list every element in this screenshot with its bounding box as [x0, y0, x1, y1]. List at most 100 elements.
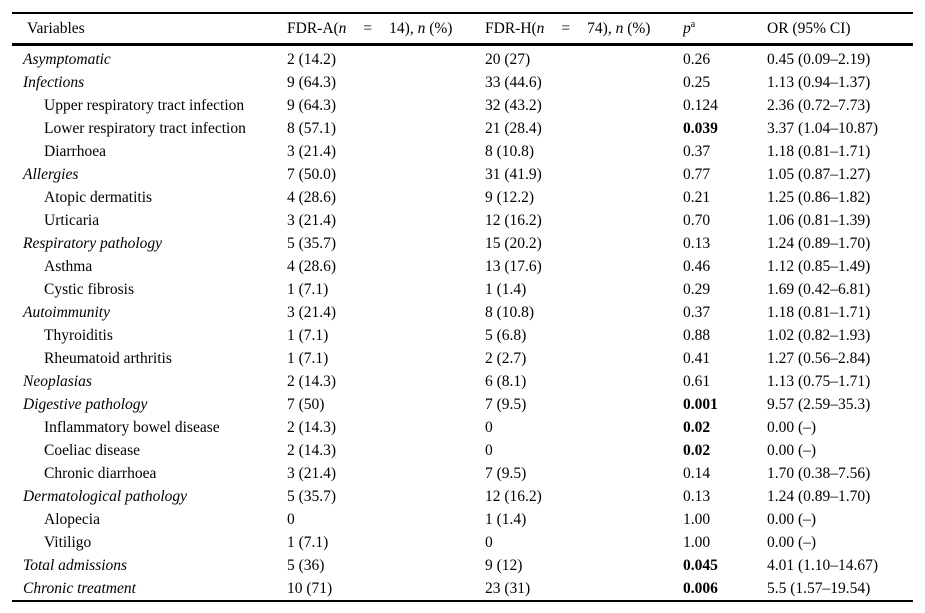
- variable-cell: Asthma: [44, 257, 93, 275]
- p-value-cell: 0.039: [683, 119, 718, 137]
- fdr-a-cell: 2 (14.3): [287, 372, 337, 390]
- equals-sign: =: [561, 19, 571, 37]
- table-row: Vitiligo 1 (7.1) 0 1.00 0.00 (–): [12, 531, 913, 554]
- p-value-cell: 0.29: [683, 280, 711, 298]
- fdr-a-cell: 3 (21.4): [287, 464, 337, 482]
- p-value-cell: 1.00: [683, 510, 711, 528]
- table-row: Thyroiditis 1 (7.1) 5 (6.8) 0.88 1.02 (0.82–…: [12, 324, 913, 347]
- fdr-h-cell: 32 (43.2): [485, 96, 542, 114]
- table-row: Alopecia 0 1 (1.4) 1.00 0.00 (–): [12, 508, 913, 531]
- or-ci-cell: 1.06 (0.81–1.39): [767, 211, 871, 229]
- p-value-cell: 0.25: [683, 73, 711, 91]
- or-ci-cell: 1.24 (0.89–1.70): [767, 487, 871, 505]
- fdr-h-cell: 2 (2.7): [485, 349, 527, 367]
- table-body: Asymptomatic 2 (14.2) 20 (27) 0.26 0.45 (0.0…: [12, 45, 913, 601]
- variable-cell: Allergies: [23, 165, 79, 183]
- fdr-a-cell: 1 (7.1): [287, 326, 329, 344]
- fdr-a-cell: 3 (21.4): [287, 142, 337, 160]
- p-value-cell: 0.02: [683, 418, 711, 436]
- table-row: Digestive pathology 7 (50) 7 (9.5) 0.001 9.5…: [12, 393, 913, 416]
- or-ci-cell: 3.37 (1.04–10.87): [767, 119, 879, 137]
- fdr-h-cell: 5 (6.8): [485, 326, 527, 344]
- table-row: Asthma 4 (28.6) 13 (17.6) 0.46 1.12 (0.85–1.…: [12, 255, 913, 278]
- or-ci-cell: 2.36 (0.72–7.73): [767, 96, 871, 114]
- variable-cell: Thyroiditis: [44, 326, 113, 344]
- p-value-cell: 0.13: [683, 487, 711, 505]
- fdr-h-cell: 9 (12.2): [485, 188, 535, 206]
- col-header-variables: Variables: [12, 14, 287, 46]
- p-value-cell: 0.41: [683, 349, 711, 367]
- table-row: Total admissions 5 (36) 9 (12) 0.045 4.01 (1…: [12, 554, 913, 577]
- fdr-a-cell: 8 (57.1): [287, 119, 337, 137]
- or-ci-cell: 1.27 (0.56–2.84): [767, 349, 871, 367]
- fdr-a-cell: 9 (64.3): [287, 96, 337, 114]
- fdr-h-cell: 9 (12): [485, 556, 523, 574]
- fdr-h-cell: 7 (9.5): [485, 464, 527, 482]
- p-value-cell: 0.14: [683, 464, 711, 482]
- table-row: Chronic diarrhoea 3 (21.4) 7 (9.5) 0.14 1.70…: [12, 462, 913, 485]
- variable-cell: Alopecia: [44, 510, 100, 528]
- fdr-h-cell: 23 (31): [485, 579, 531, 597]
- fdr-a-cell: 10 (71): [287, 579, 333, 597]
- fdr-a-cell: 1 (7.1): [287, 349, 329, 367]
- table-row: Allergies 7 (50.0) 31 (41.9) 0.77 1.05 (0.87…: [12, 163, 913, 186]
- p-value-cell: 0.37: [683, 142, 711, 160]
- variable-cell: Autoimmunity: [23, 303, 110, 321]
- or-ci-cell: 1.12 (0.85–1.49): [767, 257, 871, 275]
- col-header-fdr-h: FDR-H(n = 74), n (%): [485, 14, 683, 46]
- table-row: Urticaria 3 (21.4) 12 (16.2) 0.70 1.06 (0.81…: [12, 209, 913, 232]
- variable-cell: Respiratory pathology: [23, 234, 163, 252]
- or-ci-cell: 1.13 (0.94–1.37): [767, 73, 871, 91]
- or-ci-cell: 5.5 (1.57–19.54): [767, 579, 871, 597]
- variable-cell: Total admissions: [23, 556, 128, 574]
- table-row: Lower respiratory tract infection 8 (57.1…: [12, 117, 913, 140]
- table-row: Diarrhoea 3 (21.4) 8 (10.8) 0.37 1.18 (0.81–…: [12, 140, 913, 163]
- variable-cell: Coeliac disease: [44, 441, 140, 459]
- fdr-a-cell: 5 (35.7): [287, 234, 337, 252]
- fdr-a-cell: 2 (14.3): [287, 441, 337, 459]
- fdr-h-cell: 21 (28.4): [485, 119, 542, 137]
- fdr-a-cell: 2 (14.3): [287, 418, 337, 436]
- fdr-a-cell: 9 (64.3): [287, 73, 337, 91]
- table-row: Coeliac disease 2 (14.3) 0 0.02 0.00 (–): [12, 439, 913, 462]
- variable-cell: Inflammatory bowel disease: [44, 418, 220, 436]
- table-row: Chronic treatment 10 (71) 23 (31) 0.006 5.5 …: [12, 577, 913, 600]
- table-row: Dermatological pathology 5 (35.7) 12 (16.2…: [12, 485, 913, 508]
- fdr-h-cell: 1 (1.4): [485, 280, 527, 298]
- fdr-h-cell: 33 (44.6): [485, 73, 542, 91]
- variable-cell: Dermatological pathology: [23, 487, 188, 505]
- variable-cell: Rheumatoid arthritis: [44, 349, 172, 367]
- fdr-a-cell: 1 (7.1): [287, 280, 329, 298]
- or-ci-cell: 0.45 (0.09–2.19): [767, 50, 871, 68]
- variable-cell: Chronic treatment: [23, 579, 136, 597]
- or-ci-cell: 0.00 (–): [767, 510, 817, 528]
- table-row: Upper respiratory tract infection 9 (64.3…: [12, 94, 913, 117]
- fdr-h-cell: 12 (16.2): [485, 487, 542, 505]
- fdr-h-cell: 0: [485, 418, 493, 436]
- p-value-cell: 1.00: [683, 533, 711, 551]
- p-value-cell: 0.006: [683, 579, 718, 597]
- or-ci-cell: 9.57 (2.59–35.3): [767, 395, 871, 413]
- fdr-h-cell: 31 (41.9): [485, 165, 542, 183]
- fdr-h-cell: 15 (20.2): [485, 234, 542, 252]
- variable-cell: Infections: [23, 73, 85, 91]
- or-ci-cell: 0.00 (–): [767, 441, 817, 459]
- col-header-fdr-a: FDR-A(n = 14), n (%): [287, 14, 485, 46]
- p-value-cell: 0.02: [683, 441, 711, 459]
- variable-cell: Digestive pathology: [23, 395, 148, 413]
- or-ci-cell: 0.00 (–): [767, 418, 817, 436]
- variable-cell: Vitiligo: [44, 533, 92, 551]
- fdr-h-cell: 8 (10.8): [485, 142, 535, 160]
- or-ci-cell: 4.01 (1.10–14.67): [767, 556, 879, 574]
- col-header-p-value: pa: [683, 14, 767, 46]
- p-value-cell: 0.001: [683, 395, 718, 413]
- header-row: Variables FDR-A(n = 14), n (%) FDR-H(n = 74)…: [12, 14, 913, 46]
- or-ci-cell: 1.69 (0.42–6.81): [767, 280, 871, 298]
- fdr-a-cell: 5 (35.7): [287, 487, 337, 505]
- variable-cell: Neoplasias: [23, 372, 92, 390]
- variable-cell: Cystic fibrosis: [44, 280, 134, 298]
- variable-cell: Atopic dermatitis: [44, 188, 153, 206]
- table-row: Autoimmunity 3 (21.4) 8 (10.8) 0.37 1.18 (0.…: [12, 301, 913, 324]
- fdr-h-cell: 12 (16.2): [485, 211, 542, 229]
- clinical-comparison-table: Variables FDR-A(n = 14), n (%) FDR-H(n = 74)…: [12, 12, 913, 602]
